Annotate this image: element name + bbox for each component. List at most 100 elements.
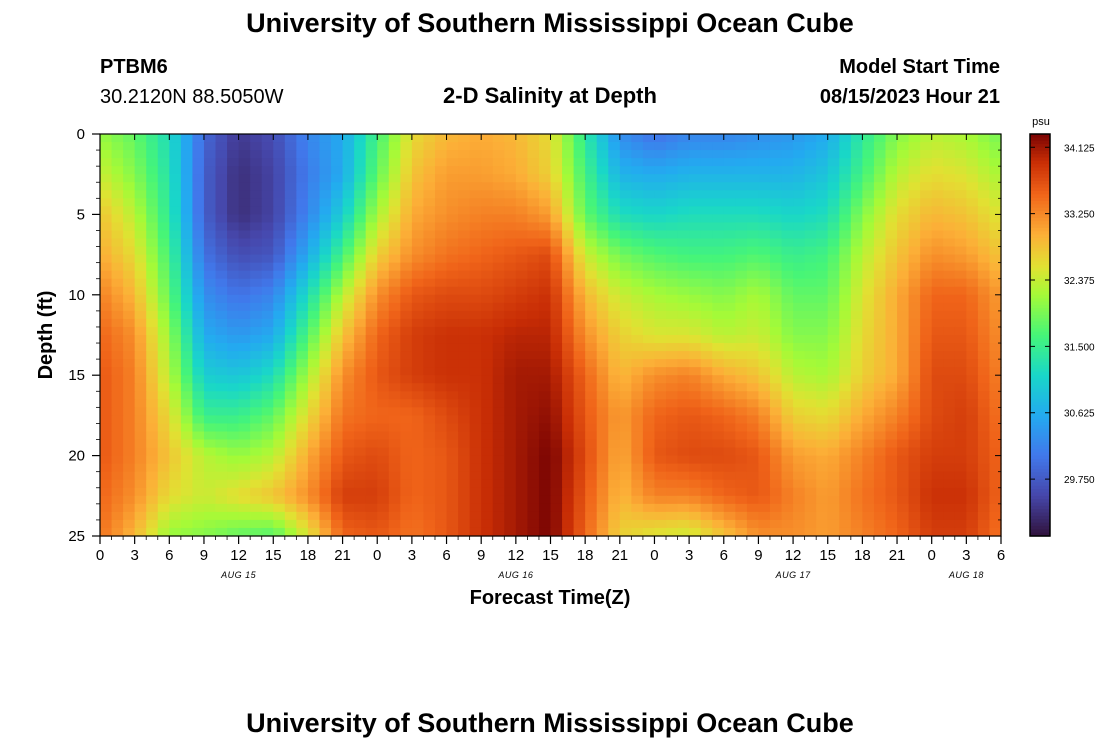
colorbar-segment [1030, 207, 1050, 212]
heatmap-cell [666, 415, 679, 425]
heatmap-cell [920, 206, 933, 215]
heatmap-cell [284, 182, 297, 191]
heatmap-cell [804, 511, 817, 521]
heatmap-cell [434, 447, 448, 457]
heatmap-cell [908, 431, 921, 441]
heatmap-cell [273, 399, 286, 408]
heatmap-cell [157, 254, 170, 264]
heatmap-cell [146, 439, 159, 449]
heatmap-cell [377, 206, 390, 215]
heatmap-cell [192, 447, 205, 457]
colorbar-segment [1030, 428, 1050, 433]
heatmap-cell [642, 471, 656, 481]
heatmap-cell [273, 166, 286, 175]
heatmap-cell [781, 479, 794, 489]
colorbar-segment [1030, 529, 1050, 534]
heatmap-cell [642, 190, 656, 199]
heatmap-cell [562, 391, 575, 400]
heatmap-cell [307, 415, 321, 425]
colorbar-segment [1030, 405, 1050, 410]
heatmap-cell [215, 294, 228, 304]
heatmap-cell [458, 198, 471, 207]
heatmap-cell [839, 182, 852, 191]
heatmap-cell [781, 134, 794, 143]
heatmap-cell [423, 375, 436, 384]
heatmap-cell [920, 198, 933, 207]
colorbar-unit: psu [1032, 116, 1050, 128]
heatmap-cell [458, 278, 471, 288]
heatmap-cell [885, 262, 898, 272]
heatmap-cell [273, 471, 286, 481]
heatmap-cell [816, 407, 829, 416]
heatmap-cell [619, 391, 632, 400]
heatmap-cell [342, 286, 355, 296]
heatmap-cell [515, 527, 528, 537]
heatmap-cell [504, 222, 517, 232]
heatmap-cell [920, 503, 933, 513]
heatmap-cell [723, 158, 736, 167]
heatmap-cell [585, 310, 598, 320]
heatmap-cell [307, 423, 321, 433]
heatmap-cell [862, 158, 875, 167]
heatmap-cell [850, 471, 863, 481]
heatmap-cell [180, 142, 194, 151]
heatmap-cell [100, 503, 113, 513]
heatmap-cell [227, 230, 240, 240]
colorbar-segment [1030, 375, 1050, 380]
heatmap-cell [434, 214, 448, 224]
heatmap-cell [769, 318, 783, 328]
heatmap-cell [839, 278, 852, 288]
heatmap-cell [573, 182, 586, 191]
heatmap-cell [469, 383, 482, 392]
heatmap-cell [469, 519, 482, 529]
heatmap-cell [238, 391, 251, 400]
heatmap-cell [504, 206, 517, 215]
heatmap-cell [897, 198, 910, 207]
colorbar-segment [1030, 244, 1050, 249]
heatmap-cell [781, 407, 794, 416]
heatmap-cell [596, 166, 609, 175]
heatmap-cell [111, 391, 124, 400]
heatmap-cell [781, 431, 794, 441]
heatmap-cell [596, 302, 609, 312]
heatmap-cell [134, 519, 147, 529]
heatmap-cell [215, 206, 228, 215]
heatmap-cell [700, 359, 713, 368]
heatmap-cell [712, 495, 725, 505]
heatmap-cell [931, 190, 944, 199]
heatmap-cell [411, 166, 425, 175]
heatmap-cell [920, 230, 933, 240]
heatmap-cell [377, 359, 390, 368]
heatmap-cell [250, 335, 263, 344]
heatmap-cell [331, 359, 344, 368]
heatmap-cell [746, 158, 760, 167]
heatmap-cell [365, 399, 378, 408]
heatmap-cell [504, 391, 517, 400]
heatmap-cell [966, 415, 979, 425]
colorbar-segment [1030, 345, 1050, 349]
heatmap-cell [365, 286, 378, 296]
heatmap-cell [331, 439, 344, 449]
heatmap-cell [862, 455, 875, 465]
heatmap-cell [585, 278, 598, 288]
heatmap-cell [515, 503, 528, 513]
heatmap-cell [758, 519, 771, 529]
heatmap-cell [134, 423, 147, 433]
heatmap-cell [793, 318, 806, 328]
heatmap-cell [573, 150, 586, 159]
heatmap-cell [411, 294, 425, 304]
heatmap-cell [781, 399, 794, 408]
heatmap-cell [458, 150, 471, 159]
heatmap-cell [250, 439, 263, 449]
heatmap-cell [134, 142, 147, 151]
heatmap-cell [908, 479, 921, 489]
heatmap-cell [527, 278, 540, 288]
heatmap-cell [423, 214, 436, 224]
heatmap-cell [596, 230, 609, 240]
heatmap-cell [735, 190, 748, 199]
heatmap-cell [897, 262, 910, 272]
heatmap-cell [100, 182, 113, 191]
heatmap-cell [908, 455, 921, 465]
heatmap-cell [585, 190, 598, 199]
heatmap-cell [793, 262, 806, 272]
